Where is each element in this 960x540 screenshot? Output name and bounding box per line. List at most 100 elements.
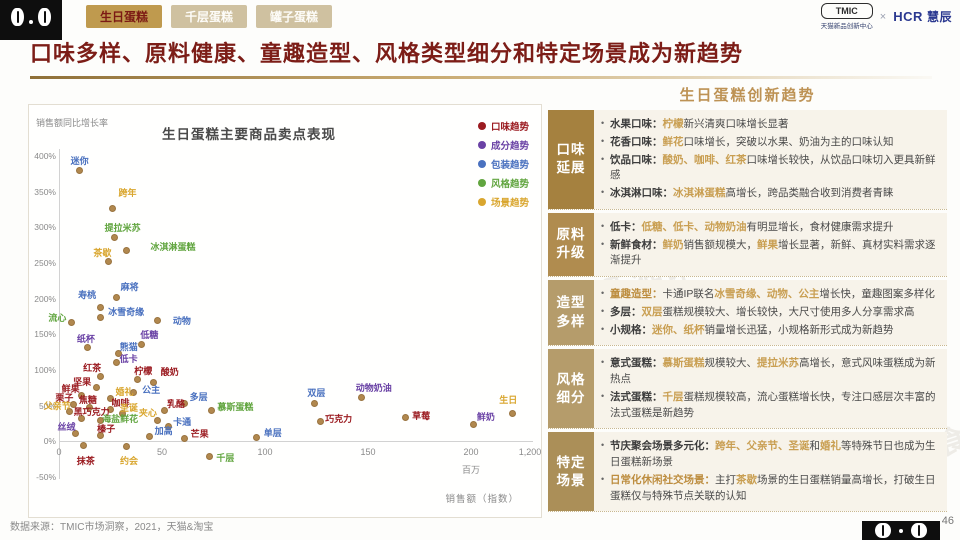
scatter-point-label: 黑巧克力 xyxy=(73,407,110,418)
legend-dot-icon xyxy=(477,141,486,149)
scatter-point-label: 提拉米苏 xyxy=(104,223,141,234)
scatter-point xyxy=(80,442,88,449)
trend-bullet: 节庆聚会场景多元化：跨年、父亲节、圣诞和婚礼等特殊节日也成为生日蛋糕新场景 xyxy=(600,439,939,471)
panel-title: 生日蛋糕创新趋势 xyxy=(679,87,816,104)
trend-bullet: 新鲜食材：鲜奶销售额规模大，鲜果增长显著，新鲜、真材实料需求逐渐提升 xyxy=(600,238,939,270)
scatter-point xyxy=(96,432,104,440)
scatter-point-label: 巧克力 xyxy=(325,414,353,425)
scatter-point-label: 酸奶 xyxy=(160,367,179,378)
scatter-point xyxy=(96,303,104,311)
scatter-point xyxy=(96,372,104,380)
scatter-point xyxy=(69,401,77,409)
trend-bullet: 小规格：迷你、纸杯销量增长迅猛，小规格新形式成为新趋势 xyxy=(600,323,939,339)
tmic-badge: TMIC xyxy=(820,3,873,19)
trend-bullet: 日常化休闲社交场景：主打茶歇场景的生日蛋糕销量高增长，打破生日蛋糕仅与特殊节点关… xyxy=(600,473,939,505)
scatter-point xyxy=(78,392,86,400)
cat-nose-icon xyxy=(29,20,33,24)
trend-summary-panel: 生日蛋糕创新趋势 口味延展水果口味：柠檬新兴清爽口味增长显著花香口味：鲜花口味增… xyxy=(548,84,947,515)
x-axis-unit: 百万 xyxy=(461,465,481,476)
trend-bullet: 童趣造型：卡通IP联名冰雪奇缘、动物、公主增长快，童趣图案多样化 xyxy=(600,287,939,303)
scatter-point-label: 咖啡 xyxy=(111,397,130,408)
chart-legend: 口味趋势 成分趋势 包装趋势 风格趋势 场景趋势 xyxy=(477,119,529,214)
y-axis-tick: 250% xyxy=(34,258,56,269)
scatter-point xyxy=(71,429,79,437)
scatter-point xyxy=(133,376,141,384)
legend-dot-icon xyxy=(477,122,486,130)
tmall-cat-logo-footer xyxy=(862,521,940,540)
x-axis-tick: 0 xyxy=(56,447,62,458)
scatter-point-label: 多层 xyxy=(189,392,208,403)
scatter-point-label: 丝绒 xyxy=(57,422,76,433)
x-axis-tick: 100 xyxy=(257,447,273,458)
scatter-point xyxy=(150,378,158,386)
scatter-point-label: 海盐鲜花 xyxy=(102,413,139,424)
scatter-point xyxy=(96,314,104,322)
legend-item-packaging: 包装趋势 xyxy=(477,157,529,171)
legend-label: 场景趋势 xyxy=(490,198,529,209)
scatter-point-label: 抹茶 xyxy=(76,455,95,466)
scatter-point-label: 冰淇淋蛋糕 xyxy=(150,242,196,253)
cat-eye-icon xyxy=(875,523,891,538)
y-axis-tick: 400% xyxy=(34,151,56,162)
category-tabs: 生日蛋糕 千层蛋糕 罐子蛋糕 xyxy=(86,5,333,28)
page-title: 口味多样、原料健康、童趣造型、风格类型细分和特定场景成为新趋势 xyxy=(30,41,744,66)
scatter-point xyxy=(107,394,114,402)
scatter-point-label: 柠檬 xyxy=(134,365,153,376)
scatter-point-label: 纸杯 xyxy=(76,333,95,344)
scatter-point-label: 单层 xyxy=(263,427,282,438)
scatter-point xyxy=(86,404,94,412)
scatter-point-label: 流心 xyxy=(48,313,67,324)
scatter-point-label: 约会 xyxy=(119,456,138,467)
scatter-point xyxy=(123,246,131,254)
scatter-point xyxy=(164,422,172,430)
title-divider xyxy=(30,76,932,79)
scatter-point-label: 坚果 xyxy=(73,376,92,387)
scatter-point-label: 夹心 xyxy=(138,407,157,418)
panel-section-1: 原料升级低卡：低糖、低卡、动物奶油有明显增长，食材健康需求提升新鲜食材：鲜奶销售… xyxy=(548,212,947,277)
scatter-point-label: 红茶 xyxy=(83,363,102,374)
y-axis-tick: 100% xyxy=(34,364,56,375)
tmic-logo: TMIC 天猫新品创新中心 xyxy=(820,3,873,30)
legend-label: 风格趋势 xyxy=(490,179,529,190)
scatter-point xyxy=(76,166,84,174)
scatter-point xyxy=(317,417,325,425)
scatter-point-label: 榛子 xyxy=(97,423,116,434)
trend-bullet: 多层：双层蛋糕规模较大、增长较快，大尺寸使用多人分享需求高 xyxy=(600,305,939,321)
scatter-point xyxy=(113,293,121,301)
x-axis-tick: 50 xyxy=(156,447,168,458)
tab-birthday-cake[interactable]: 生日蛋糕 xyxy=(86,5,163,28)
scatter-point-label: 寿桃 xyxy=(78,290,97,301)
y-axis-tick: 300% xyxy=(34,222,56,233)
scatter-point xyxy=(115,350,123,358)
scatter-point xyxy=(137,340,145,348)
scatter-point-label: 慕斯蛋糕 xyxy=(217,401,254,412)
scatter-point xyxy=(253,434,261,442)
scatter-point-label: 生日 xyxy=(499,395,518,406)
scatter-point xyxy=(310,399,318,407)
scatter-point xyxy=(508,409,516,417)
tab-mille-crepe-cake[interactable]: 千层蛋糕 xyxy=(171,5,248,28)
legend-dot-icon xyxy=(477,179,486,187)
x-axis-line xyxy=(59,441,533,443)
y-axis-tick: 0% xyxy=(43,436,56,447)
section-label: 风格 细分 xyxy=(548,349,594,429)
tmic-caption: 天猫新品创新中心 xyxy=(820,23,873,30)
scatter-point-label: 鲜果 xyxy=(61,383,80,394)
tmall-cat-logo xyxy=(0,0,62,40)
trend-bullet: 水果口味：柠檬新兴清爽口味增长显著 xyxy=(600,117,939,133)
x-axis-tick: 1,200 xyxy=(518,447,542,458)
x-axis-tick: 200 xyxy=(463,447,479,458)
page-number: 46 xyxy=(941,515,954,527)
trend-bullet: 花香口味：鲜花口味增长，突破以水果、奶油为主的口味认知 xyxy=(600,135,939,151)
y-axis-tick: 150% xyxy=(34,329,56,340)
scatter-point xyxy=(154,417,162,425)
tab-jar-cake[interactable]: 罐子蛋糕 xyxy=(256,5,333,28)
scatter-point-label: 动物奶油 xyxy=(355,382,392,393)
scatter-point-label: 卡通 xyxy=(173,417,192,428)
legend-label: 包装趋势 xyxy=(490,160,529,171)
scatter-point xyxy=(207,407,215,415)
scatter-point-label: 茶歇 xyxy=(93,247,112,258)
trend-bullet: 法式蛋糕：千层蛋糕规模较高，流心蛋糕增长快，专注口感层次丰富的法式蛋糕是新趋势 xyxy=(600,390,939,422)
scatter-point xyxy=(129,388,137,396)
